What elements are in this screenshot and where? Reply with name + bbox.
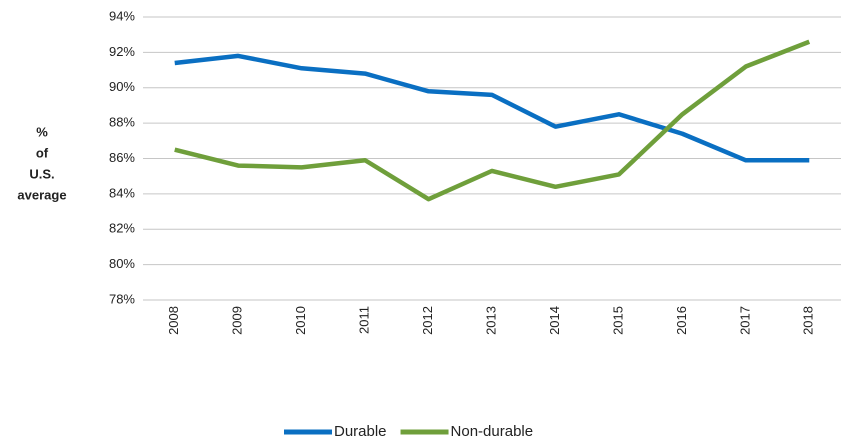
legend-label: Non-durable <box>451 423 534 440</box>
x-tick-label: 2009 <box>230 306 245 335</box>
x-tick-label: 2017 <box>737 306 752 335</box>
legend-label: Durable <box>334 423 387 440</box>
y-tick-label: 86% <box>109 150 135 165</box>
x-tick-label: 2012 <box>420 306 435 335</box>
x-tick-label: 2014 <box>547 306 562 335</box>
y-tick-label: 92% <box>109 44 135 59</box>
x-tick-label: 2018 <box>801 306 816 335</box>
y-axis-label: % <box>36 124 48 139</box>
legend-item: Non-durable <box>400 423 534 440</box>
line-series <box>174 39 811 202</box>
y-tick-label: 88% <box>109 115 135 130</box>
y-tick-label: 84% <box>109 185 135 200</box>
line-series <box>174 53 810 163</box>
x-tick-label: 2011 <box>357 306 372 334</box>
x-tick-label: 2016 <box>674 306 689 335</box>
y-axis-label: average <box>17 187 66 202</box>
y-tick-label: 94% <box>109 8 135 23</box>
y-tick-label: 80% <box>109 256 135 271</box>
x-tick-label: 2010 <box>293 306 308 335</box>
legend-item: Durable <box>284 423 387 440</box>
y-axis-label: of <box>36 145 49 160</box>
x-tick-label: 2008 <box>166 306 181 335</box>
y-tick-label: 82% <box>109 221 135 236</box>
y-tick-label: 78% <box>109 291 135 306</box>
x-tick-label: 2013 <box>483 306 498 335</box>
x-tick-label: 2015 <box>610 306 625 335</box>
y-tick-label: 90% <box>109 79 135 94</box>
y-axis-label: U.S. <box>29 166 54 181</box>
